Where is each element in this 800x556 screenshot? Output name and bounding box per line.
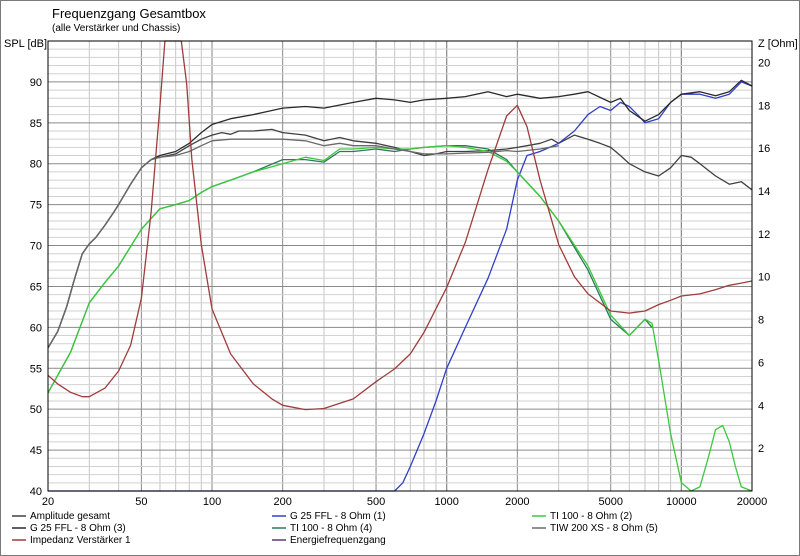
y-tick-label: 60	[30, 322, 42, 334]
series-line-2	[47, 79, 753, 349]
chart-title: Frequenzgang Gesamtbox	[52, 6, 206, 21]
y2-tick-label: 12	[758, 229, 770, 241]
legend: Amplitude gesamt G 25 FFL - 8 Ohm (1) TI 1…	[12, 511, 658, 546]
legend-label-6: Impedanz Verstärker 1	[30, 535, 131, 546]
x-tick-label: 20000	[737, 496, 768, 508]
y2-tick-label: 2	[758, 443, 764, 455]
y-tick-label: 45	[30, 445, 42, 457]
legend-label-5: TIW 200 XS - 8 Ohm (5)	[550, 523, 658, 534]
grid-lines	[47, 40, 753, 492]
y-tick-label: 40	[30, 486, 42, 498]
y2-tick-label: 4	[758, 400, 764, 412]
x-tick-label: 200	[273, 496, 291, 508]
y2-tick-label: 18	[758, 100, 770, 112]
series-line-5	[47, 138, 559, 349]
y2-tick-label: 20	[758, 57, 770, 69]
series-line-3	[47, 145, 653, 394]
x-tick-label: 5000	[598, 496, 622, 508]
series-line-4	[47, 145, 753, 492]
x-tick-label: 20	[42, 496, 54, 508]
plot-border	[47, 40, 753, 492]
y-axis-left-label: SPL [dB]	[4, 38, 48, 50]
y2-tick-label: 16	[758, 143, 770, 155]
x-tick-label: 2000	[505, 496, 529, 508]
legend-label-3: TI 100 - 8 Ohm (4)	[290, 523, 372, 534]
y-axis-right-label: Z [Ohm]	[758, 38, 798, 50]
series-line-0	[47, 128, 753, 349]
y-tick-label: 80	[30, 159, 42, 171]
x-tick-label: 50	[135, 496, 147, 508]
y-tick-label: 70	[30, 241, 42, 253]
legend-label-4: TI 100 - 8 Ohm (2)	[550, 511, 632, 522]
y-tick-label: 65	[30, 281, 42, 293]
x-tick-label: 10000	[666, 496, 697, 508]
axis-ticks: 20 50 100 200 500 1000 2000 5000 10000 2000040455…	[30, 57, 771, 508]
legend-label-1: G 25 FFL - 8 Ohm (1)	[290, 511, 386, 522]
y2-tick-label: 10	[758, 272, 770, 284]
series-line-6	[47, 40, 753, 411]
y2-tick-label: 6	[758, 357, 764, 369]
y-tick-label: 55	[30, 363, 42, 375]
y-tick-label: 85	[30, 118, 42, 130]
legend-label-7: Energiefrequenzgang	[290, 535, 386, 546]
y-tick-label: 90	[30, 77, 42, 89]
y2-tick-label: 14	[758, 186, 770, 198]
x-tick-label: 1000	[434, 496, 458, 508]
series-lines	[47, 40, 753, 492]
legend-label-0: Amplitude gesamt	[30, 511, 110, 522]
legend-label-2: G 25 FFL - 8 Ohm (3)	[30, 523, 126, 534]
y2-tick-label: 8	[758, 315, 764, 327]
x-tick-label: 100	[203, 496, 221, 508]
y-tick-label: 50	[30, 404, 42, 416]
chart-subtitle: (alle Verstärker und Chassis)	[52, 23, 181, 34]
y-tick-label: 75	[30, 200, 42, 212]
x-tick-label: 500	[367, 496, 385, 508]
